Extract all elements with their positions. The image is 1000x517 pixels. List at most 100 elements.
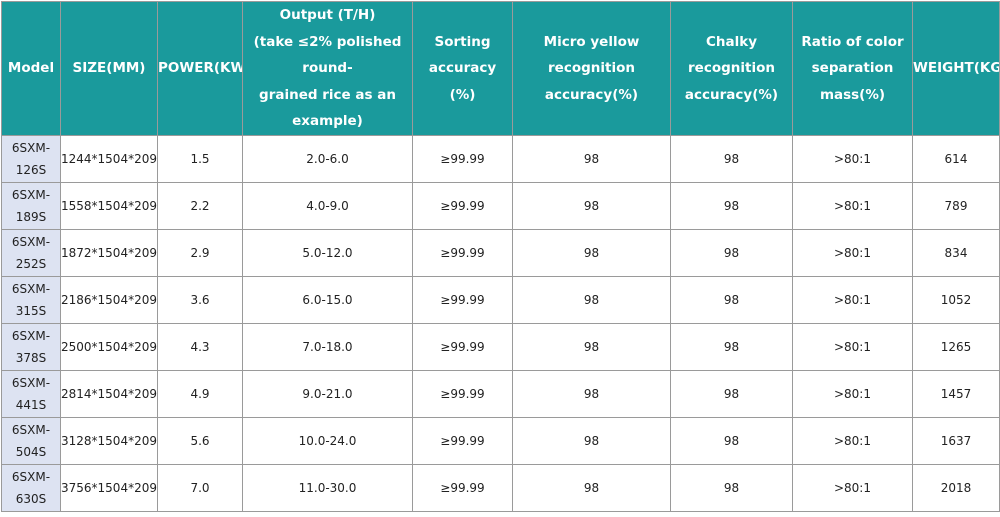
cell-ratio: >80:1 [792, 182, 913, 230]
cell-micro-yellow: 98 [512, 276, 671, 324]
model-line: 6SXM- [11, 376, 51, 390]
header-micro-yellow: Micro yellow recognition accuracy(%) [512, 1, 671, 136]
cell-ratio: >80:1 [792, 370, 913, 418]
cell-output: 9.0-21.0 [242, 370, 413, 418]
cell-chalky: 98 [670, 276, 793, 324]
cell-weight: 614 [912, 135, 1000, 183]
table-row: 6SXM- 378S 2500*1504*2090 4.3 7.0-18.0 ≥9… [1, 323, 1000, 371]
table-header: Model SIZE(MM) POWER(KW) Output (T/H) (t… [1, 1, 1000, 136]
cell-size: 3756*1504*2090 [60, 464, 158, 512]
cell-output: 4.0-9.0 [242, 182, 413, 230]
cell-weight: 834 [912, 229, 1000, 277]
cell-power: 1.5 [157, 135, 243, 183]
cell-output: 6.0-15.0 [242, 276, 413, 324]
cell-model: 6SXM- 630S [1, 464, 61, 512]
header-micro-line: accuracy(%) [544, 86, 639, 103]
header-ratio-line: separation [811, 60, 894, 77]
table-row: 6SXM- 126S 1244*1504*2090 1.5 2.0-6.0 ≥99… [1, 135, 1000, 183]
cell-sorting: ≥99.99 [412, 464, 513, 512]
cell-model: 6SXM- 378S [1, 323, 61, 371]
cell-weight: 1637 [912, 417, 1000, 465]
table-row: 6SXM- 630S 3756*1504*2090 7.0 11.0-30.0 ≥… [1, 464, 1000, 512]
cell-chalky: 98 [670, 417, 793, 465]
header-output-line: (take ≤2% polished [253, 33, 402, 50]
header-power: POWER(KW) [157, 1, 243, 136]
cell-micro-yellow: 98 [512, 182, 671, 230]
cell-power: 2.2 [157, 182, 243, 230]
table-row: 6SXM- 252S 1872*1504*2090 2.9 5.0-12.0 ≥9… [1, 229, 1000, 277]
cell-sorting: ≥99.99 [412, 323, 513, 371]
model-line: 6SXM- [11, 423, 51, 437]
header-ratio-line: mass(%) [819, 86, 886, 103]
cell-sorting: ≥99.99 [412, 135, 513, 183]
model-line: 126S [15, 163, 47, 177]
cell-weight: 1457 [912, 370, 1000, 418]
cell-weight: 2018 [912, 464, 1000, 512]
cell-micro-yellow: 98 [512, 417, 671, 465]
cell-model: 6SXM- 189S [1, 182, 61, 230]
header-chalky-line: recognition [688, 60, 775, 77]
cell-chalky: 98 [670, 464, 793, 512]
header-row: Model SIZE(MM) POWER(KW) Output (T/H) (t… [1, 1, 1000, 136]
cell-weight: 789 [912, 182, 1000, 230]
model-line: 189S [15, 210, 47, 224]
cell-model: 6SXM- 252S [1, 229, 61, 277]
cell-ratio: >80:1 [792, 323, 913, 371]
header-output-line: round- [302, 60, 353, 77]
cell-output: 2.0-6.0 [242, 135, 413, 183]
model-line: 315S [15, 304, 47, 318]
cell-power: 3.6 [157, 276, 243, 324]
table-row: 6SXM- 189S 1558*1504*2090 2.2 4.0-9.0 ≥99… [1, 182, 1000, 230]
cell-ratio: >80:1 [792, 464, 913, 512]
model-line: 6SXM- [11, 141, 51, 155]
cell-power: 4.3 [157, 323, 243, 371]
cell-model: 6SXM- 504S [1, 417, 61, 465]
cell-output: 7.0-18.0 [242, 323, 413, 371]
cell-chalky: 98 [670, 370, 793, 418]
model-line: 6SXM- [11, 188, 51, 202]
cell-size: 1244*1504*2090 [60, 135, 158, 183]
cell-model: 6SXM- 441S [1, 370, 61, 418]
cell-chalky: 98 [670, 135, 793, 183]
cell-size: 2186*1504*2090 [60, 276, 158, 324]
model-line: 252S [15, 257, 47, 271]
header-chalky-line: accuracy(%) [684, 86, 779, 103]
cell-sorting: ≥99.99 [412, 370, 513, 418]
cell-model: 6SXM- 126S [1, 135, 61, 183]
header-model: Model [1, 1, 61, 136]
cell-size: 3128*1504*2090 [60, 417, 158, 465]
cell-model: 6SXM- 315S [1, 276, 61, 324]
cell-sorting: ≥99.99 [412, 276, 513, 324]
cell-micro-yellow: 98 [512, 464, 671, 512]
cell-chalky: 98 [670, 323, 793, 371]
table-row: 6SXM- 315S 2186*1504*2090 3.6 6.0-15.0 ≥9… [1, 276, 1000, 324]
cell-power: 5.6 [157, 417, 243, 465]
cell-sorting: ≥99.99 [412, 417, 513, 465]
model-line: 441S [15, 398, 47, 412]
model-line: 6SXM- [11, 282, 51, 296]
cell-power: 4.9 [157, 370, 243, 418]
cell-size: 2814*1504*2090 [60, 370, 158, 418]
cell-output: 10.0-24.0 [242, 417, 413, 465]
cell-chalky: 98 [670, 229, 793, 277]
header-chalky-line: Chalky [705, 33, 758, 50]
cell-weight: 1052 [912, 276, 1000, 324]
cell-micro-yellow: 98 [512, 370, 671, 418]
cell-size: 1558*1504*2090 [60, 182, 158, 230]
cell-ratio: >80:1 [792, 276, 913, 324]
table-body: 6SXM- 126S 1244*1504*2090 1.5 2.0-6.0 ≥99… [1, 135, 1000, 512]
header-output-line: grained rice as an [259, 86, 396, 103]
header-sorting: Sorting accuracy (%) [412, 1, 513, 136]
header-size: SIZE(MM) [60, 1, 158, 136]
header-sorting-line: accuracy [428, 60, 497, 77]
header-output: Output (T/H) (take ≤2% polished round- g… [242, 1, 413, 136]
header-sorting-line: Sorting [434, 33, 491, 50]
header-output-line: Output (T/H) [279, 7, 376, 24]
cell-output: 11.0-30.0 [242, 464, 413, 512]
table-row: 6SXM- 504S 3128*1504*2090 5.6 10.0-24.0 ≥… [1, 417, 1000, 465]
cell-sorting: ≥99.99 [412, 182, 513, 230]
header-weight: WEIGHT(KG) [912, 1, 1000, 136]
cell-output: 5.0-12.0 [242, 229, 413, 277]
model-line: 504S [15, 445, 47, 459]
